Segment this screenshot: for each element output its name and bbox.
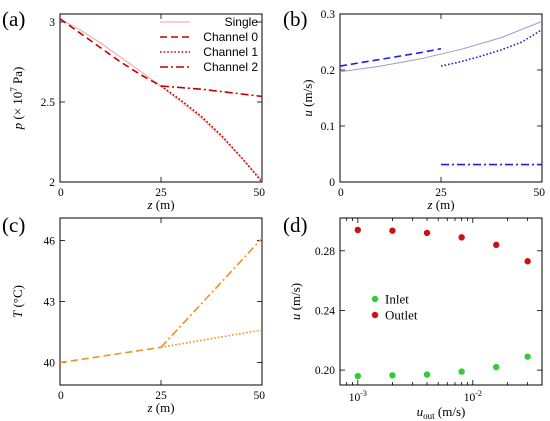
series-line xyxy=(160,85,262,98)
legend-label: Inlet xyxy=(385,292,409,307)
panel-2: (b) 0 25 50 0 0.1 0.2 0.3 z (m) u (m/s) xyxy=(283,7,545,212)
x-tick-label: 0 xyxy=(58,187,64,199)
y-axis-label: T (°C) xyxy=(10,285,25,318)
series-line xyxy=(60,18,162,87)
y-axis-label: p (× 107 Pa) xyxy=(9,67,25,131)
axes-frame xyxy=(339,13,543,183)
panel-4: (d) 10-3 10-2 0.20 0.24 0.28 uout (m/s) u (m/s)… xyxy=(283,213,543,421)
legend-label: Single xyxy=(225,15,259,29)
data-point xyxy=(389,372,396,379)
x-tick-label: 0 xyxy=(338,187,344,199)
series-line xyxy=(160,329,262,349)
panel-label: (b) xyxy=(283,7,308,31)
series-line xyxy=(340,20,542,73)
x-tick-label: 10-3 xyxy=(349,389,367,404)
x-axis-label: z (m) xyxy=(426,197,454,212)
panel-label: (c) xyxy=(2,213,25,237)
x-tick-label: 0 xyxy=(58,390,64,402)
data-point xyxy=(493,241,500,249)
plot-area xyxy=(340,20,542,166)
y-tick-label: 43 xyxy=(44,297,56,309)
data-point xyxy=(458,368,465,375)
plot-area xyxy=(60,18,262,182)
data-point xyxy=(524,353,531,360)
panel-3: (c) 0 25 50 40 43 46 z (m) T (°C) xyxy=(2,213,265,415)
x-axis-label: uout (m/s) xyxy=(417,404,466,421)
x-tick-label: 50 xyxy=(254,390,266,402)
panel-label: (d) xyxy=(283,213,308,237)
legend-label: Outlet xyxy=(385,308,418,323)
x-tick-label: 25 xyxy=(435,187,447,199)
y-axis-label: u (m/s) xyxy=(300,79,315,116)
data-point xyxy=(524,258,531,265)
legend-label: Channel 2 xyxy=(203,60,258,74)
legend-label: Channel 1 xyxy=(203,45,258,59)
y-tick-label: 0.2 xyxy=(321,65,336,77)
y-tick-label: 2.5 xyxy=(41,97,56,109)
x-axis-label: z (m) xyxy=(146,400,174,415)
y-tick-label: 2 xyxy=(49,177,55,189)
legend-swatch xyxy=(371,311,379,319)
y-tick-label: 46 xyxy=(44,235,56,247)
y-tick-label: 3 xyxy=(49,17,55,29)
axes-frame xyxy=(339,217,543,386)
series-line xyxy=(160,237,262,348)
data-point xyxy=(389,227,396,234)
x-tick-label: 50 xyxy=(534,187,546,199)
y-tick-label: 0.3 xyxy=(321,9,336,21)
x-tick-label: 25 xyxy=(155,187,167,199)
plot-area xyxy=(354,226,531,380)
data-point xyxy=(423,229,431,237)
series-line xyxy=(60,346,162,364)
series-line xyxy=(340,47,442,67)
data-point xyxy=(493,363,500,371)
data-point xyxy=(354,372,362,380)
legend-swatch xyxy=(371,295,379,303)
y-tick-label: 0 xyxy=(329,177,335,189)
series-line xyxy=(440,29,542,67)
y-tick-label: 40 xyxy=(44,358,56,370)
data-point xyxy=(423,371,431,378)
data-point xyxy=(458,234,465,241)
y-tick-label: 0.24 xyxy=(315,305,335,317)
legend-label: Channel 0 xyxy=(203,30,258,44)
x-tick-label: 25 xyxy=(155,390,167,402)
x-tick-label: 10-2 xyxy=(464,389,482,404)
y-tick-label: 0.20 xyxy=(315,365,335,377)
panel-label: (a) xyxy=(2,7,25,31)
series-line xyxy=(160,85,262,182)
y-tick-label: 0.28 xyxy=(315,246,335,258)
x-axis-label: z (m) xyxy=(146,197,174,212)
data-point xyxy=(354,226,362,234)
axes-frame xyxy=(59,217,263,386)
plot-area xyxy=(60,237,262,364)
x-tick-label: 50 xyxy=(254,187,266,199)
y-axis-label: u (m/s) xyxy=(288,283,303,320)
y-tick-label: 0.1 xyxy=(321,121,336,133)
